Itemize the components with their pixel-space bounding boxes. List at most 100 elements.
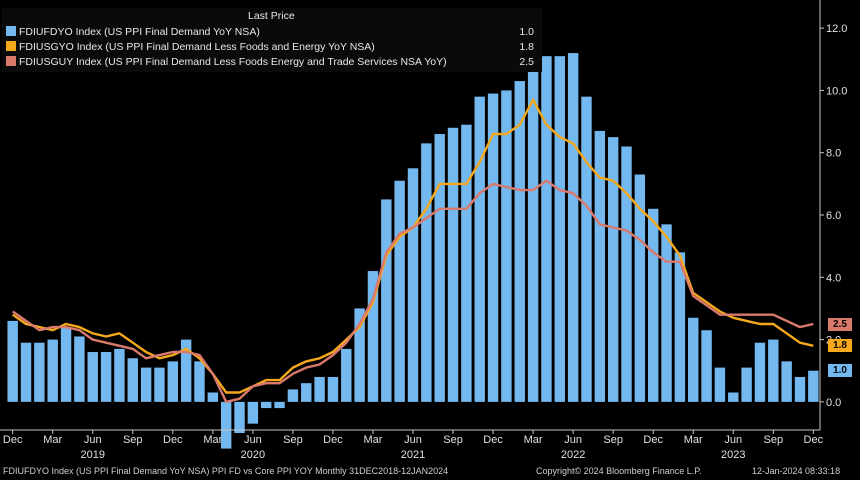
- bar: [327, 376, 339, 402]
- last-value-tag-core-ex-trade: 2.5: [828, 317, 852, 331]
- bar: [407, 168, 419, 402]
- legend-row-ppi-core-ex-trade[interactable]: FDIUSGUY Index (US PPI Final Demand Less…: [6, 55, 540, 69]
- x-tick-label: Sep: [123, 434, 143, 446]
- bar: [434, 134, 445, 402]
- x-tick-label: Sep: [603, 434, 623, 446]
- bar: [341, 348, 352, 402]
- x-tick-label: Dec: [163, 434, 183, 446]
- x-year-label: 2021: [401, 449, 425, 461]
- bar: [74, 336, 85, 402]
- y-tick-label: 10.0: [826, 85, 847, 97]
- bar: [47, 339, 58, 402]
- bar: [754, 342, 766, 402]
- bar: [741, 367, 752, 402]
- bar: [594, 130, 606, 402]
- x-tick-label: Mar: [363, 434, 382, 446]
- footer-copyright: Copyright© 2024 Bloomberg Finance L.P.: [536, 466, 702, 476]
- bar: [287, 389, 299, 402]
- bar: [154, 367, 165, 402]
- bar: [714, 367, 726, 402]
- bar: [581, 96, 592, 402]
- bar: [447, 127, 459, 402]
- series-line-core-ex-trade: [12, 179, 814, 404]
- footer: FDIUFDYO Index (US PPI Final Demand YoY …: [0, 464, 860, 480]
- legend-label: FDIUSGYO Index (US PPI Final Demand Less…: [19, 41, 375, 53]
- bar: [87, 352, 98, 402]
- last-value-tag-core: 1.8: [828, 339, 852, 353]
- x-tick-label: Mar: [43, 434, 62, 446]
- bar: [354, 308, 365, 402]
- footer-timestamp: 12-Jan-2024 08:33:18: [752, 466, 841, 476]
- x-tick-label: Jun: [564, 434, 582, 446]
- x-tick-label: Dec: [643, 434, 663, 446]
- legend-row-ppi-final-demand[interactable]: FDIUFDYO Index (US PPI Final Demand YoY …: [6, 25, 540, 39]
- bar: [634, 174, 646, 402]
- bar: [728, 392, 739, 402]
- bar: [20, 342, 32, 402]
- bar: [501, 90, 512, 402]
- x-tick-label: Sep: [443, 434, 463, 446]
- x-tick-label: Dec: [804, 434, 824, 446]
- legend-value: 1.0: [519, 26, 534, 38]
- legend-header: Last Price: [248, 10, 295, 22]
- x-tick-label: Dec: [3, 434, 23, 446]
- bar: [621, 146, 632, 402]
- bar: [527, 43, 539, 402]
- legend-value: 2.5: [519, 56, 534, 68]
- bar: [794, 376, 806, 402]
- x-tick-label: Sep: [283, 434, 303, 446]
- bar: [261, 401, 272, 409]
- x-tick-label: Dec: [483, 434, 503, 446]
- bar: [127, 358, 138, 402]
- y-tick-label: 12.0: [826, 23, 847, 35]
- bar: [607, 137, 619, 402]
- bar: [688, 317, 699, 402]
- bar: [274, 401, 285, 409]
- y-tick-label: 4.0: [826, 272, 841, 284]
- x-tick-label: Mar: [203, 434, 222, 446]
- bar: [100, 352, 112, 402]
- legend-label: FDIUFDYO Index (US PPI Final Demand YoY …: [19, 26, 260, 38]
- x-tick-label: Jun: [724, 434, 742, 446]
- bar: [487, 93, 499, 402]
- x-year-label: 2019: [80, 449, 104, 461]
- legend-row-ppi-core[interactable]: FDIUSGYO Index (US PPI Final Demand Less…: [6, 40, 540, 54]
- bar: [247, 401, 259, 424]
- x-tick-label: Jun: [404, 434, 422, 446]
- bar: [194, 361, 205, 402]
- x-year-label: 2023: [721, 449, 745, 461]
- x-tick-label: Sep: [764, 434, 784, 446]
- x-year-label: 2020: [241, 449, 265, 461]
- legend-swatch: [6, 26, 16, 36]
- bar: [367, 271, 379, 402]
- bar: [381, 199, 392, 402]
- bar: [661, 224, 672, 402]
- x-tick-label: Jun: [84, 434, 102, 446]
- bar: [167, 361, 179, 402]
- bar: [207, 392, 219, 402]
- x-tick-label: Jun: [244, 434, 262, 446]
- bar: [114, 348, 125, 402]
- bar: [541, 56, 552, 402]
- bar: [394, 180, 405, 402]
- bar: [220, 401, 232, 449]
- bar: [474, 96, 485, 402]
- legend-swatch: [6, 56, 16, 66]
- bar: [647, 208, 659, 402]
- x-tick-label: Mar: [684, 434, 703, 446]
- bar: [140, 367, 152, 402]
- x-tick-label: Mar: [524, 434, 543, 446]
- legend-swatch: [6, 41, 16, 51]
- x-tick-label: Dec: [323, 434, 343, 446]
- bar: [234, 401, 245, 433]
- bar: [180, 339, 192, 402]
- y-tick-label: 0.0: [826, 397, 841, 409]
- bar: [301, 383, 312, 402]
- bar: [514, 81, 525, 402]
- legend-label: FDIUSGUY Index (US PPI Final Demand Less…: [19, 56, 447, 68]
- y-tick-label: 8.0: [826, 148, 841, 160]
- bar: [768, 339, 779, 402]
- bar: [421, 143, 432, 402]
- bar: [808, 370, 819, 402]
- footer-description: FDIUFDYO Index (US PPI Final Demand YoY …: [3, 466, 449, 476]
